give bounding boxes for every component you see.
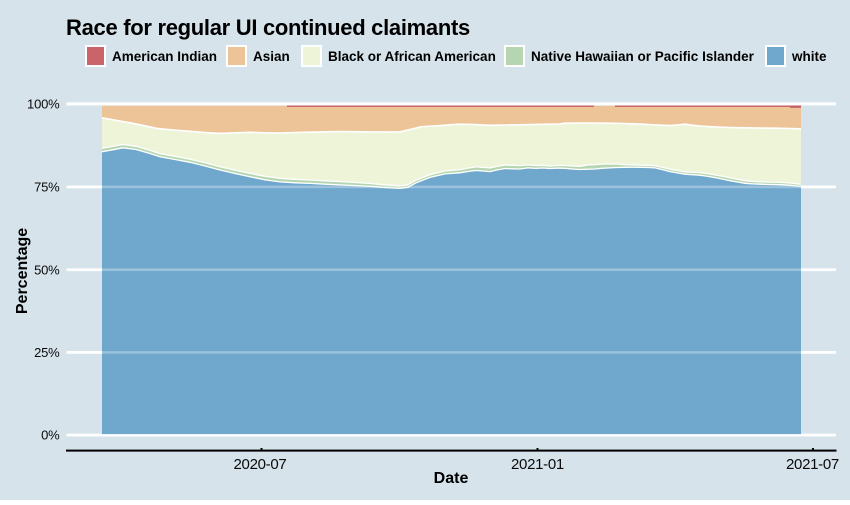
svg-text:Asian: Asian bbox=[253, 49, 290, 64]
svg-text:Date: Date bbox=[434, 470, 469, 487]
svg-text:2021-01: 2021-01 bbox=[511, 456, 564, 473]
svg-text:75%: 75% bbox=[34, 180, 60, 195]
svg-text:2020-07: 2020-07 bbox=[234, 456, 287, 473]
svg-text:100%: 100% bbox=[27, 97, 60, 112]
svg-text:American Indian: American Indian bbox=[112, 49, 217, 64]
svg-text:25%: 25% bbox=[34, 345, 60, 360]
svg-text:50%: 50% bbox=[34, 262, 60, 277]
svg-text:0%: 0% bbox=[41, 428, 60, 443]
svg-text:2021-07: 2021-07 bbox=[786, 456, 839, 473]
svg-text:Black or African American: Black or African American bbox=[328, 49, 496, 64]
svg-text:Native Hawaiian or Pacific Isl: Native Hawaiian or Pacific Islander bbox=[531, 49, 755, 64]
svg-text:Race for regular UI continued: Race for regular UI continued claimants bbox=[66, 15, 470, 40]
svg-text:Percentage: Percentage bbox=[14, 228, 31, 314]
svg-text:white: white bbox=[791, 49, 827, 64]
